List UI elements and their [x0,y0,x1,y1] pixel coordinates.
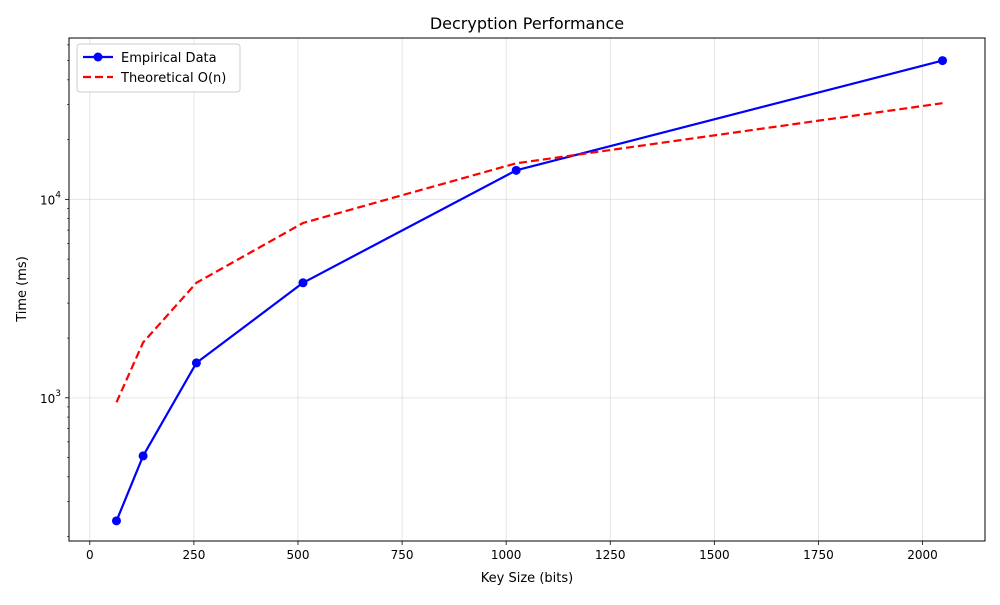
legend-box [76,43,241,93]
y-axis-label: Time (ms) [15,256,30,323]
data-point [138,451,148,461]
x-tick-label: 1750 [803,548,834,562]
x-tick-label: 250 [182,548,205,562]
data-point [511,165,521,175]
y-tick-label: 104 [40,190,61,207]
x-tick-label: 1000 [491,548,522,562]
x-tick-label: 0 [86,548,94,562]
data-point [191,358,201,368]
x-axis-ticks: 0 250 500 750 1000 1250 1500 1750 2000 [86,541,938,562]
legend-label: Empirical Data [121,51,217,66]
data-point [298,278,308,288]
x-tick-label: 750 [391,548,414,562]
series-line-2 [115,102,943,403]
data-point [938,56,948,66]
y-tick-label: 103 [40,389,61,406]
plot-frame [68,37,986,542]
x-tick-label: 1500 [699,548,730,562]
x-tick-label: 1250 [595,548,626,562]
data-point [111,516,121,526]
legend: Empirical Data Theoretical O(n) [76,43,241,93]
x-tick-label: 500 [287,548,310,562]
chart-title: Decryption Performance [430,14,624,33]
y-axis-ticks: 103 104 [40,44,69,537]
legend-label: Theoretical O(n) [120,71,226,86]
x-tick-label: 2000 [907,548,938,562]
x-axis-label: Key Size (bits) [481,571,573,586]
legend-marker [93,52,103,62]
grid-layer [69,38,985,541]
series-layer [111,56,948,526]
series-line-1 [115,59,943,522]
